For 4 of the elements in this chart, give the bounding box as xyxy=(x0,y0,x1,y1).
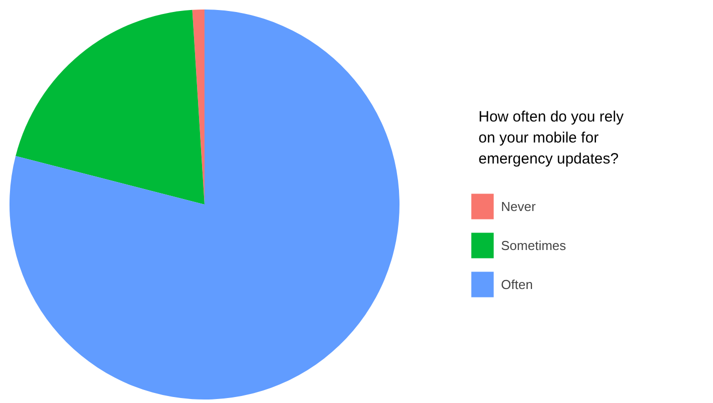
legend-label: Never xyxy=(501,198,536,214)
legend-label: Sometimes xyxy=(501,238,566,252)
legend-title: How often do you rely on your mobile for emergency updates? xyxy=(478,108,624,168)
legend-label: Often xyxy=(501,276,533,292)
